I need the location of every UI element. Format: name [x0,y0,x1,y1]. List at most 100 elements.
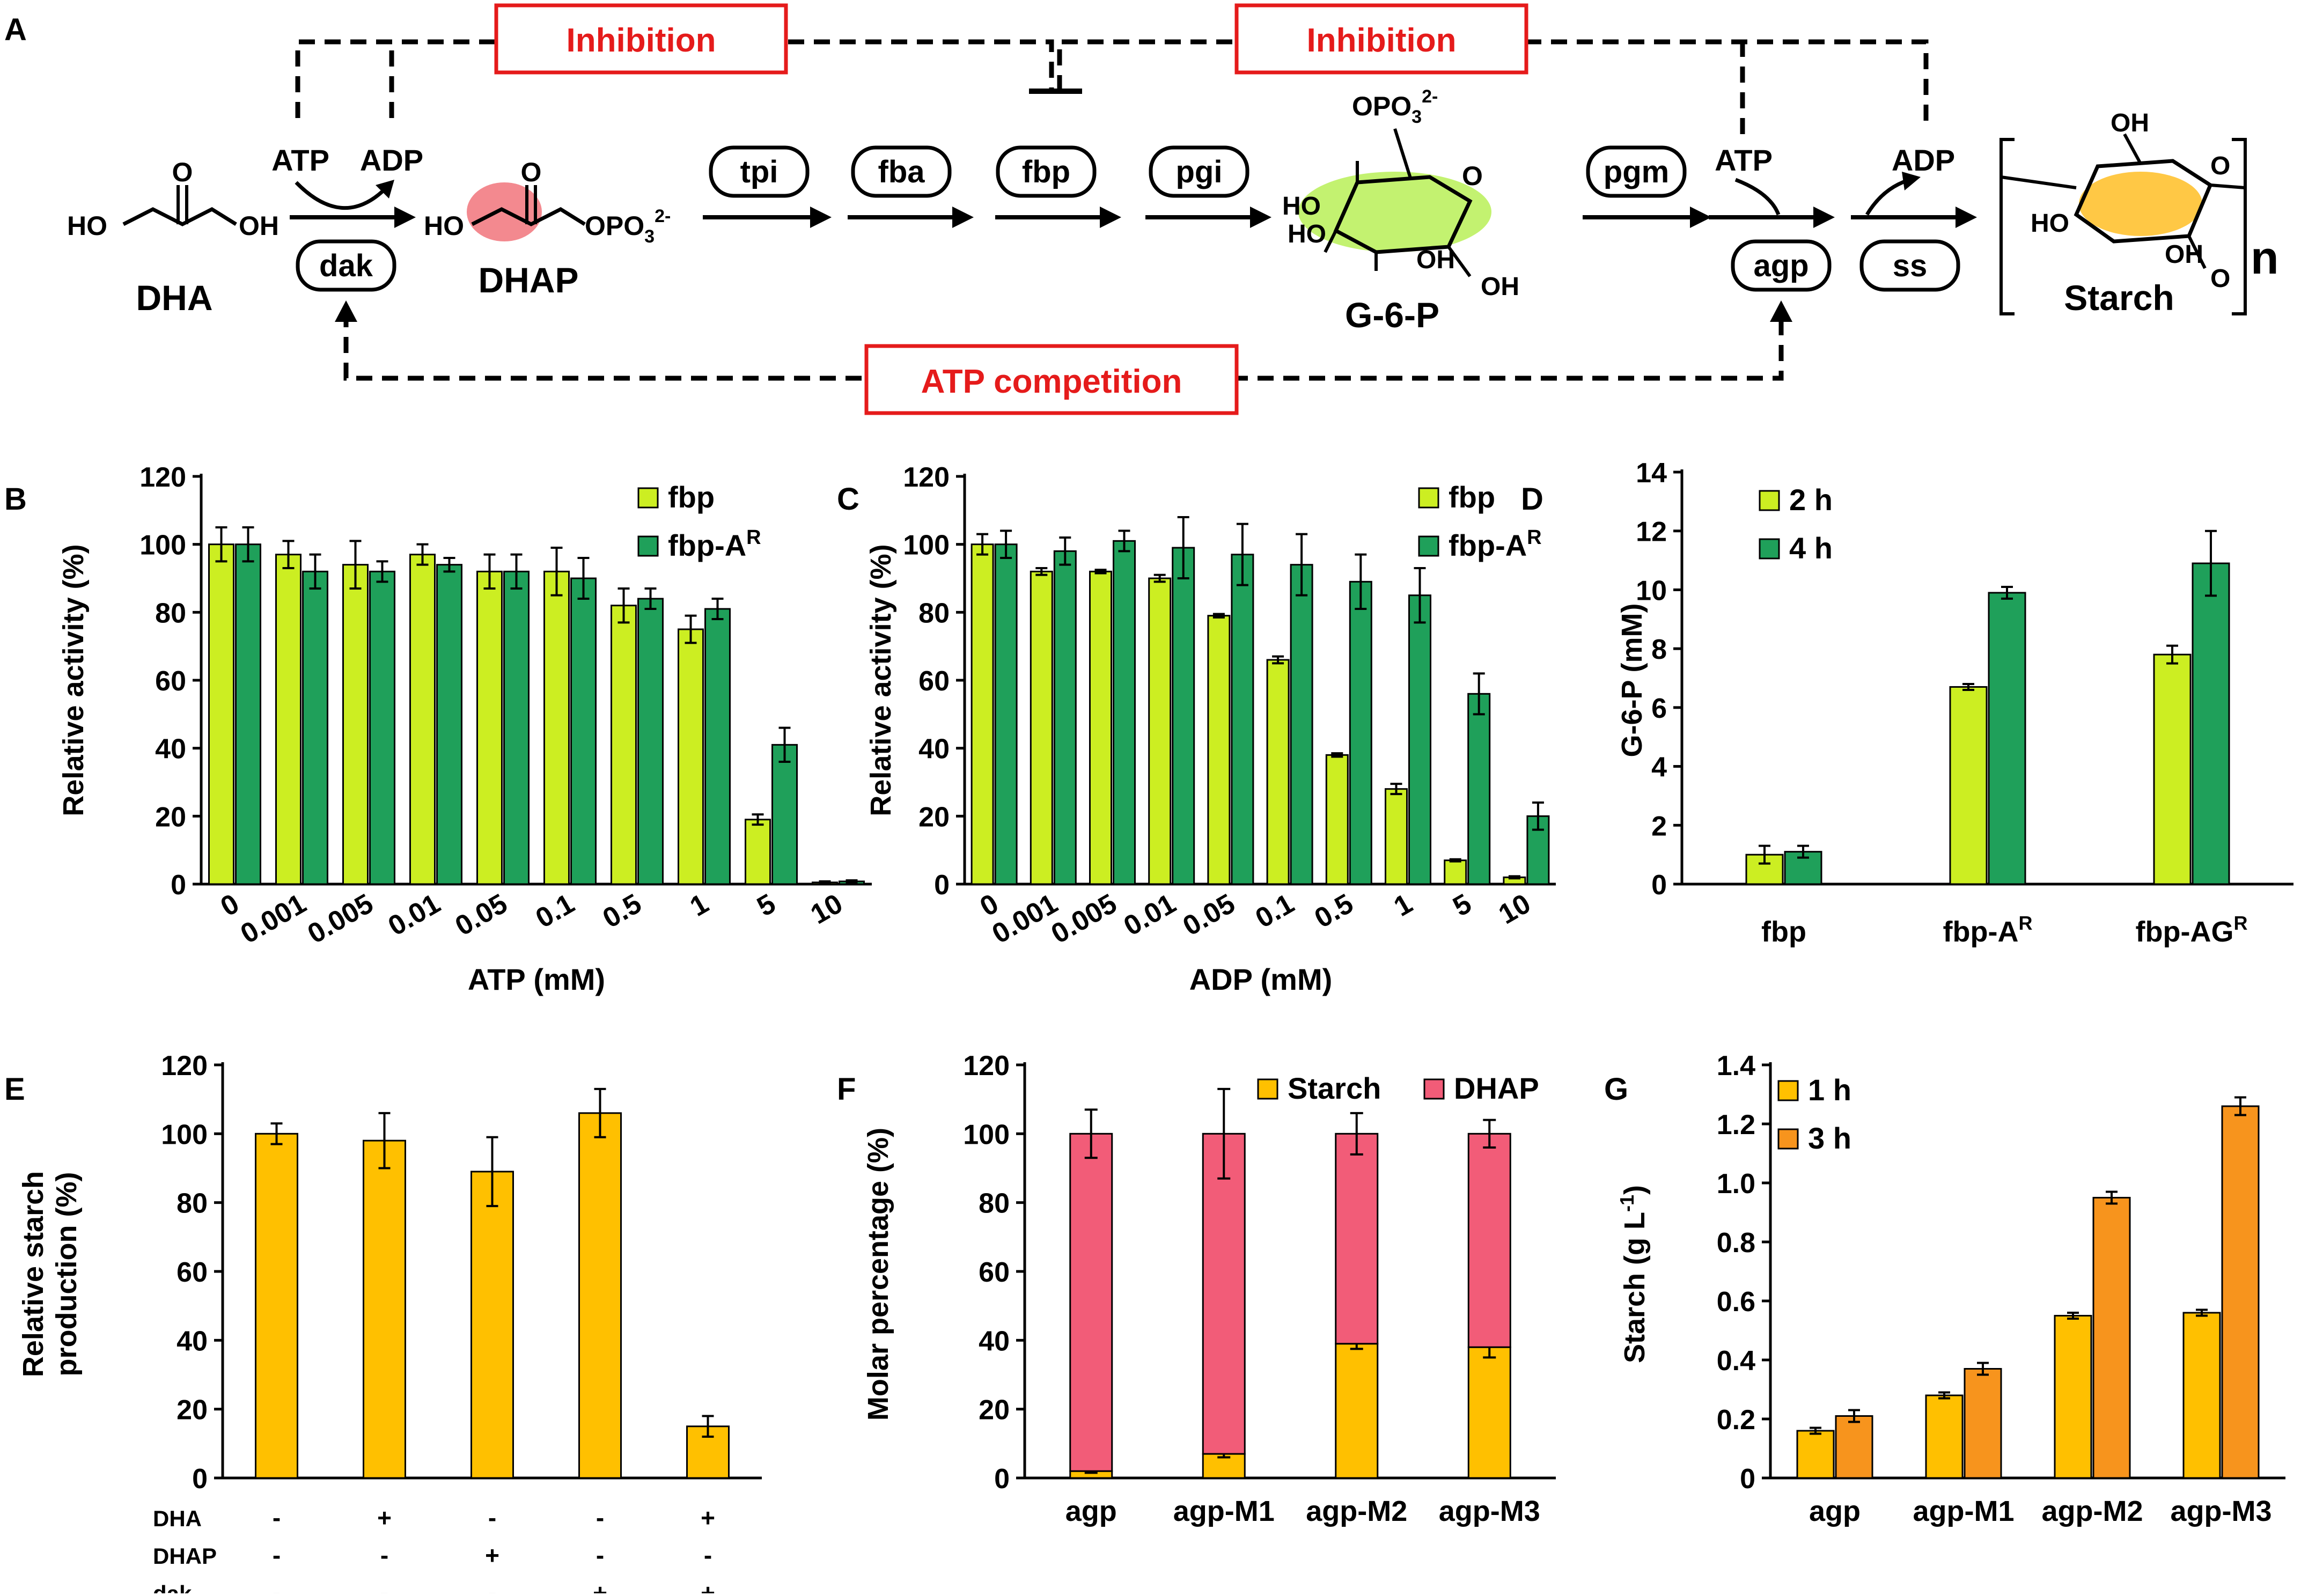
y-tick-label: 0 [1651,870,1667,901]
condition-label: dak [153,1581,192,1593]
y-tick-label: 20 [177,1395,208,1426]
inhibition-box-right [1234,3,1528,75]
x-tick-label: 5 [752,888,781,923]
y-tick-label: 8 [1651,634,1667,665]
bar-fbp [543,570,570,885]
enzyme-pill [851,145,952,198]
svg-text:OPO32-: OPO32- [585,206,671,247]
y-tick-label: 60 [979,1257,1010,1288]
svg-text:HO: HO [1282,192,1321,220]
panel-label-f: F [837,1072,856,1107]
bar-fbp-a [1231,554,1254,885]
y-tick-label: 20 [979,1395,1010,1426]
bar-fbp [409,554,436,885]
bar-1-h [2182,1312,2221,1479]
x-tick-label: 0.05 [450,888,513,942]
y-axis-label: Molar percentage (%) [862,1128,894,1421]
y-tick-label: 20 [155,801,186,833]
y-tick-label: 12 [1636,517,1667,548]
y-tick-label: 0 [171,870,186,901]
svg-text:O: O [521,157,542,187]
enzyme-label: dak [319,248,373,283]
panel-label-g: G [1604,1072,1628,1107]
bar-fbp-a [235,543,261,885]
bar-4-h [1988,592,2026,885]
legend-swatch [1777,1080,1799,1101]
bar-fbp-a [302,570,328,885]
svg-text:HO: HO [1288,220,1326,248]
y-tick-label: 14 [1636,458,1667,489]
bar-fbp-a [1172,547,1195,885]
enzyme-label: fbp [1022,155,1070,189]
enzyme-ss: ss [1859,239,1960,292]
y-tick-label: 0.4 [1717,1345,1755,1377]
svg-text:OH: OH [2165,240,2203,269]
bar-fbp [208,543,234,885]
panel-label-d: D [1521,482,1543,517]
y-tick-label: 120 [963,1050,1010,1082]
bar-fbp [678,628,704,885]
arrowhead-agp [1770,300,1792,322]
bar-fbp [1207,615,1231,885]
bar-fbp [1385,788,1408,885]
y-tick-label: 60 [177,1257,208,1288]
inhibition-lines [295,39,1929,381]
y-tick-label: 120 [161,1050,208,1082]
x-tick-label: agp-M1 [1173,1495,1275,1527]
bar-starch [1467,1346,1511,1479]
y-tick-label: 6 [1651,693,1667,724]
panel-label-e: E [4,1072,25,1107]
bar-fbp [342,564,369,885]
bar-fbp [1444,859,1467,885]
svg-text:O: O [2210,264,2230,293]
bar-4-h [2192,562,2230,885]
enzyme-label: agp [1753,248,1809,283]
condition-sign: - [273,1504,281,1532]
bar-dhap [1335,1132,1379,1345]
x-tick-label: 0.05 [1178,888,1240,942]
x-tick-label: agp-M2 [2042,1495,2143,1527]
y-tick-label: 120 [139,462,186,493]
y-tick-label: 60 [155,666,186,697]
atp-competition-box [864,344,1239,415]
y-tick-label: 0 [994,1463,1010,1495]
svg-text:HO: HO [2031,209,2069,238]
y-tick-label: 60 [918,666,950,697]
y-tick-label: 80 [918,598,950,629]
bar-1-h [1796,1430,1835,1479]
condition-label: DHA [153,1506,202,1531]
y-axis-label: Relative starchproduction (%) [17,1171,83,1377]
enzyme-label: pgm [1604,155,1669,189]
bar-fbp [275,554,302,885]
bar-fbp [1266,659,1290,885]
enzyme-pill [1586,145,1687,198]
condition-sign: - [273,1541,281,1569]
legend-label: 2 h [1789,483,1833,517]
legend-swatch [1423,1078,1445,1100]
g6p-highlight [1298,172,1491,252]
atp-competition-label: ATP competition [921,363,1182,400]
x-tick-label: agp-M1 [1913,1495,2015,1527]
y-tick-label: 40 [155,734,186,765]
x-tick-label: agp-M2 [1306,1495,1407,1527]
y-tick-label: 1.2 [1717,1109,1755,1141]
svg-text:OPO32-: OPO32- [1352,86,1438,127]
x-tick-label: 0.005 [303,888,379,950]
y-axis-label: Relative activity (%) [865,544,897,816]
bar-fbp-a [1290,564,1313,885]
y-tick-label: 4 [1651,752,1667,783]
x-tick-label: 0.001 [236,888,312,950]
y-tick-label: 0.8 [1717,1227,1755,1259]
legend-swatch [1418,487,1439,509]
y-tick-label: 40 [979,1326,1010,1357]
chart-panel-f: F 0 20 40 60 80 100 120 Molar percentage (%) agp a… [837,1050,1556,1527]
condition-sign: + [593,1579,607,1593]
enzyme-pill [996,145,1097,198]
y-tick-label: 1.4 [1717,1050,1755,1082]
bar-fbp [745,819,771,885]
bar-3-h [1835,1415,1873,1479]
dhap-label: DHAP [478,260,578,300]
condition-label: DHAP [153,1543,217,1569]
y-tick-label: 0 [934,870,950,901]
